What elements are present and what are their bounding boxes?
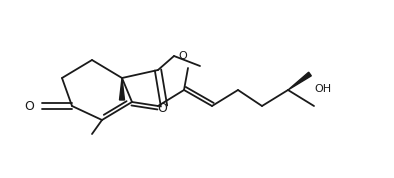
Polygon shape xyxy=(288,72,311,90)
Polygon shape xyxy=(119,78,125,100)
Text: O: O xyxy=(157,102,167,115)
Text: O: O xyxy=(24,100,34,112)
Text: OH: OH xyxy=(314,84,331,94)
Text: O: O xyxy=(178,51,187,61)
